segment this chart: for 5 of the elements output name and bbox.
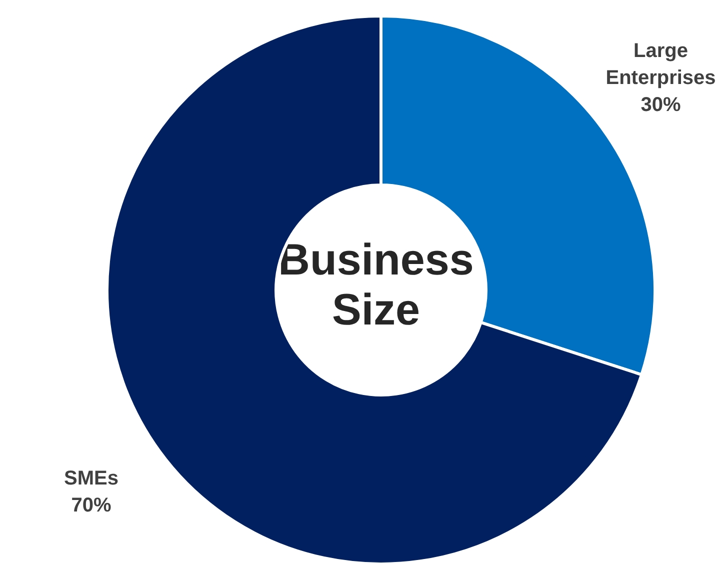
data-label: 70% — [71, 494, 112, 516]
slice-label: Large Enterprises — [606, 40, 716, 90]
slice-label: SMEs — [64, 467, 118, 490]
text: Business Size — [278, 236, 474, 334]
data-label: 30% — [640, 94, 682, 116]
